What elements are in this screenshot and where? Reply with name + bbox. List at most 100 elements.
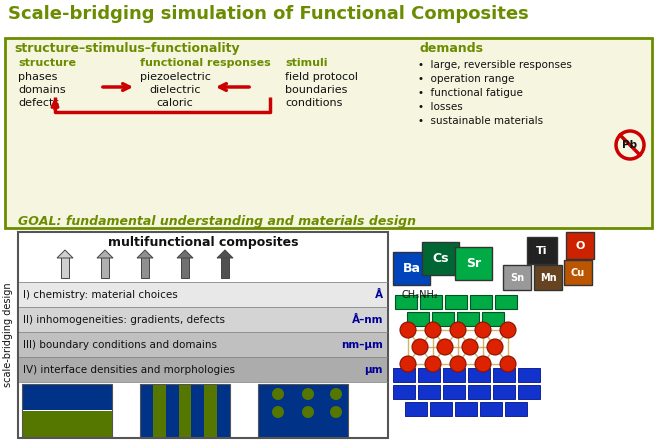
Bar (407, 312, 429, 326)
Circle shape (425, 322, 441, 338)
Bar (564, 260, 592, 285)
Text: multifunctional composites: multifunctional composites (108, 236, 298, 249)
Text: •  losses: • losses (418, 102, 463, 112)
Circle shape (475, 356, 491, 372)
Bar (503, 265, 531, 290)
Circle shape (272, 406, 284, 418)
Text: Cs: Cs (432, 252, 449, 265)
Circle shape (450, 322, 466, 338)
Text: Sr: Sr (466, 257, 481, 270)
Text: Cu: Cu (571, 268, 585, 278)
Text: Scale-bridging simulation of Functional Composites: Scale-bridging simulation of Functional … (8, 5, 529, 23)
Bar (217, 384, 230, 437)
Bar (19, 357, 387, 382)
Bar (457, 312, 479, 326)
Text: Ti: Ti (536, 246, 548, 256)
Bar (443, 385, 465, 399)
Bar (205, 384, 217, 437)
Text: defects: defects (18, 98, 59, 108)
Bar (22, 384, 112, 410)
Text: Å: Å (375, 290, 383, 300)
Circle shape (487, 339, 503, 355)
Text: demands: demands (420, 42, 484, 55)
Circle shape (425, 356, 441, 372)
Text: functional responses: functional responses (140, 58, 271, 68)
Text: Å–nm: Å–nm (352, 315, 383, 325)
Circle shape (500, 322, 516, 338)
Bar (19, 332, 387, 357)
Bar (455, 247, 492, 280)
Text: scale-bridging design: scale-bridging design (3, 282, 13, 387)
Bar (430, 402, 452, 416)
Bar (518, 385, 540, 399)
Text: nm–μm: nm–μm (341, 340, 383, 349)
Text: domains: domains (18, 85, 65, 95)
Text: GOAL: fundamental understanding and materials design: GOAL: fundamental understanding and mate… (18, 215, 416, 228)
Text: phases: phases (18, 72, 57, 82)
Bar (166, 384, 179, 437)
Bar (140, 384, 230, 437)
Bar (191, 384, 205, 437)
Polygon shape (217, 250, 233, 258)
Text: piezoelectric: piezoelectric (139, 72, 211, 82)
Bar (418, 385, 440, 399)
Polygon shape (177, 250, 193, 258)
Polygon shape (137, 250, 153, 258)
Text: stimuli: stimuli (285, 58, 327, 68)
Bar (566, 232, 594, 259)
Text: IV) interface densities and morphologies: IV) interface densities and morphologies (23, 364, 235, 374)
Circle shape (330, 388, 342, 400)
Text: CH₃NH₂: CH₃NH₂ (402, 290, 438, 300)
Bar (443, 368, 465, 382)
Circle shape (330, 406, 342, 418)
Bar (527, 237, 557, 264)
Bar (420, 295, 442, 309)
Bar (418, 368, 440, 382)
Text: structure–stimulus–functionality: structure–stimulus–functionality (14, 42, 240, 55)
Bar (445, 295, 467, 309)
Text: I) chemistry: material choices: I) chemistry: material choices (23, 290, 178, 300)
Bar (22, 411, 112, 437)
Bar (468, 385, 490, 399)
Bar (393, 252, 430, 285)
Bar (422, 242, 459, 275)
Bar (480, 402, 502, 416)
Bar (101, 256, 109, 278)
Bar (505, 402, 527, 416)
Bar (179, 384, 191, 437)
Bar (493, 368, 515, 382)
Text: •  operation range: • operation range (418, 74, 514, 84)
Bar (395, 295, 417, 309)
Bar (61, 256, 69, 278)
Circle shape (400, 356, 416, 372)
Circle shape (450, 356, 466, 372)
Text: O: O (576, 241, 585, 250)
Circle shape (272, 388, 284, 400)
Bar (393, 368, 415, 382)
Text: field protocol: field protocol (285, 72, 358, 82)
Text: •  sustainable materials: • sustainable materials (418, 116, 543, 126)
Circle shape (302, 406, 314, 418)
Bar (470, 295, 492, 309)
Bar (518, 368, 540, 382)
Bar (19, 282, 387, 307)
Bar (221, 256, 229, 278)
Bar (455, 402, 477, 416)
Text: III) boundary conditions and domains: III) boundary conditions and domains (23, 340, 217, 349)
Text: •  large, reversible responses: • large, reversible responses (418, 60, 572, 70)
Bar (140, 384, 153, 437)
Text: •  functional fatigue: • functional fatigue (418, 88, 523, 98)
Text: structure: structure (18, 58, 76, 68)
Circle shape (462, 339, 478, 355)
Bar (405, 402, 427, 416)
Bar (534, 265, 562, 290)
Bar (5, 38, 652, 228)
Text: boundaries: boundaries (285, 85, 347, 95)
Bar (18, 232, 388, 438)
Circle shape (412, 339, 428, 355)
Bar (493, 385, 515, 399)
Circle shape (475, 322, 491, 338)
Bar (393, 385, 415, 399)
Bar (468, 368, 490, 382)
Text: caloric: caloric (156, 98, 193, 108)
